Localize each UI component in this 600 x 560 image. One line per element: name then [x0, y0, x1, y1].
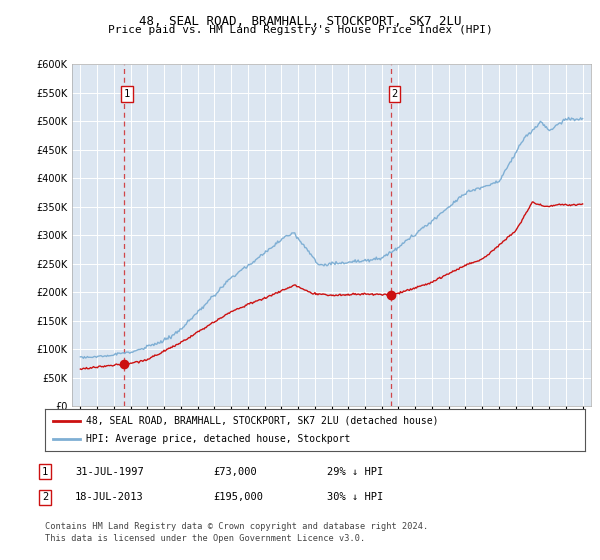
Text: £195,000: £195,000	[213, 492, 263, 502]
Text: 18-JUL-2013: 18-JUL-2013	[75, 492, 144, 502]
Text: 29% ↓ HPI: 29% ↓ HPI	[327, 466, 383, 477]
Text: 1: 1	[42, 466, 48, 477]
Text: 31-JUL-1997: 31-JUL-1997	[75, 466, 144, 477]
Text: 2: 2	[391, 89, 397, 99]
Text: Contains HM Land Registry data © Crown copyright and database right 2024.
This d: Contains HM Land Registry data © Crown c…	[45, 522, 428, 543]
Text: 30% ↓ HPI: 30% ↓ HPI	[327, 492, 383, 502]
Text: 1: 1	[124, 89, 130, 99]
Text: 48, SEAL ROAD, BRAMHALL, STOCKPORT, SK7 2LU (detached house): 48, SEAL ROAD, BRAMHALL, STOCKPORT, SK7 …	[86, 416, 438, 426]
Text: 48, SEAL ROAD, BRAMHALL, STOCKPORT, SK7 2LU: 48, SEAL ROAD, BRAMHALL, STOCKPORT, SK7 …	[139, 15, 461, 27]
Text: Price paid vs. HM Land Registry's House Price Index (HPI): Price paid vs. HM Land Registry's House …	[107, 25, 493, 35]
Text: 2: 2	[42, 492, 48, 502]
Text: HPI: Average price, detached house, Stockport: HPI: Average price, detached house, Stoc…	[86, 434, 350, 444]
Text: £73,000: £73,000	[213, 466, 257, 477]
